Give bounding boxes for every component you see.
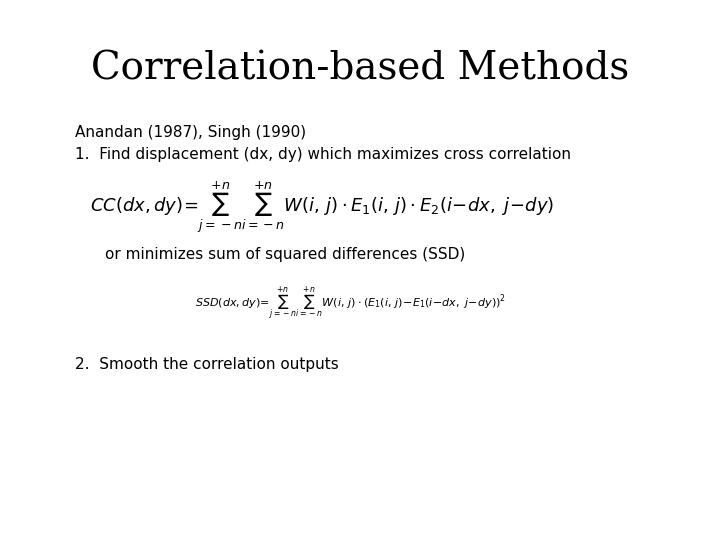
Text: $SSD(dx,dy)\!=\!\sum_{j=-n}^{+n}\sum_{i=-n}^{+n}W(i,\,j)\cdot(E_1(i,\,j)\!-\!E_1: $SSD(dx,dy)\!=\!\sum_{j=-n}^{+n}\sum_{i=… [195, 285, 506, 323]
Text: or minimizes sum of squared differences (SSD): or minimizes sum of squared differences … [105, 247, 465, 262]
Text: $CC(dx, dy)\!=\!\sum_{j=-n}^{+n}\sum_{i=-n}^{+n}W(i,\,j)\cdot E_1(i,\,j)\cdot E_: $CC(dx, dy)\!=\!\sum_{j=-n}^{+n}\sum_{i=… [90, 180, 554, 236]
Text: 1.  Find displacement (dx, dy) which maximizes cross correlation: 1. Find displacement (dx, dy) which maxi… [75, 147, 571, 162]
Text: Anandan (1987), Singh (1990): Anandan (1987), Singh (1990) [75, 125, 306, 140]
Text: Correlation-based Methods: Correlation-based Methods [91, 50, 629, 87]
Text: 2.  Smooth the correlation outputs: 2. Smooth the correlation outputs [75, 357, 338, 372]
